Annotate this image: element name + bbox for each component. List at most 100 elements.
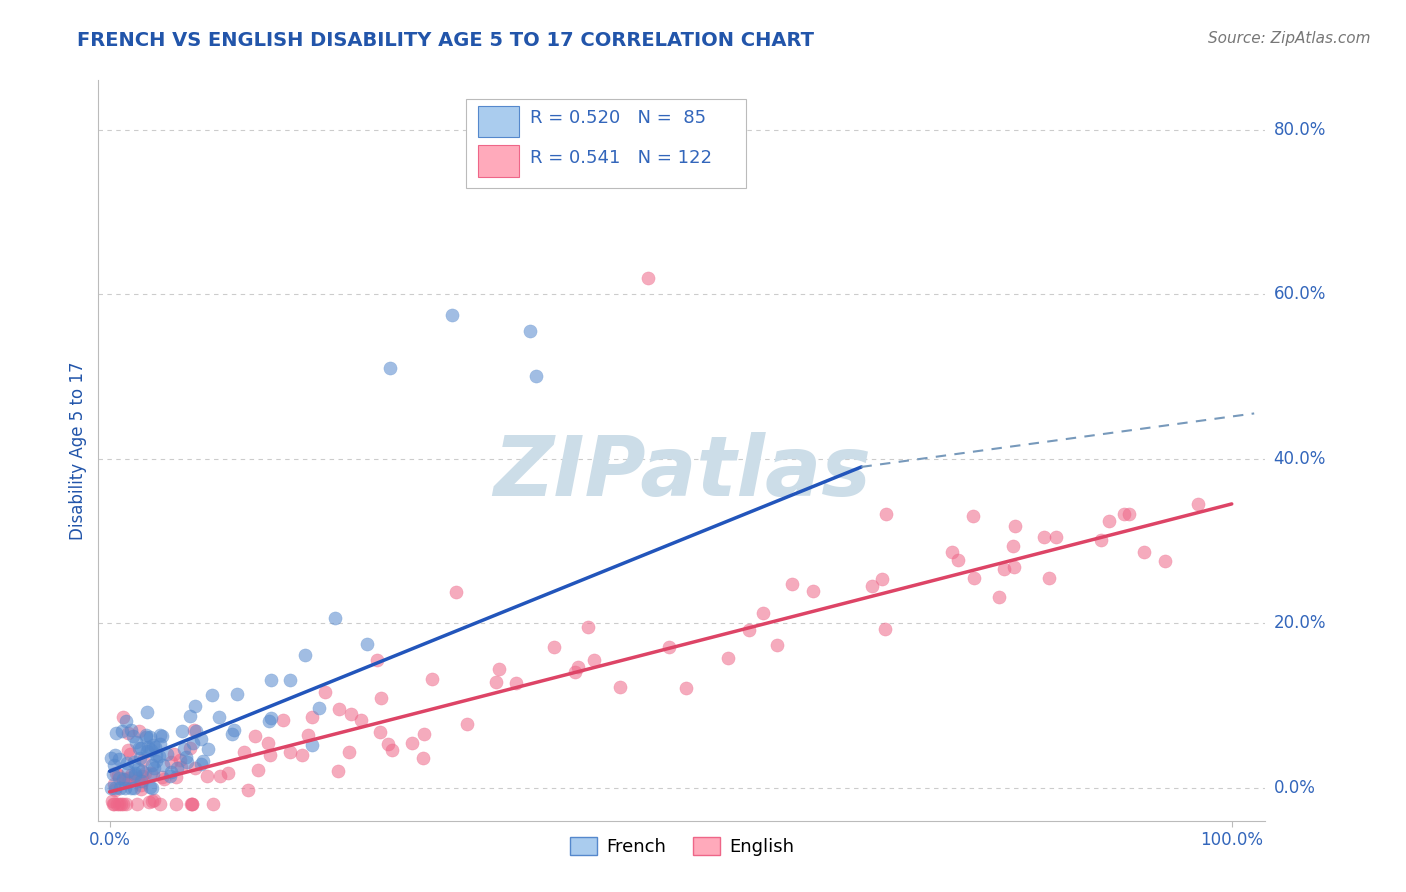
French xyxy=(135,706,157,720)
English xyxy=(138,795,160,809)
Text: 80.0%: 80.0% xyxy=(1274,120,1326,138)
English xyxy=(875,508,897,522)
English xyxy=(801,583,824,598)
English xyxy=(163,747,186,761)
French xyxy=(149,737,172,751)
French xyxy=(112,772,135,786)
English xyxy=(169,760,191,774)
French xyxy=(103,767,125,781)
English xyxy=(271,713,294,727)
English xyxy=(752,606,775,620)
English xyxy=(243,729,266,743)
French xyxy=(160,764,183,779)
English xyxy=(118,772,141,786)
English xyxy=(139,765,162,780)
French xyxy=(111,723,134,738)
English xyxy=(103,776,125,790)
French xyxy=(191,754,214,768)
English xyxy=(181,797,204,812)
English xyxy=(127,771,149,785)
English xyxy=(150,770,173,784)
English xyxy=(765,638,787,652)
English xyxy=(1004,519,1026,533)
French xyxy=(141,757,163,772)
French xyxy=(104,780,127,795)
English xyxy=(368,725,391,739)
English xyxy=(291,748,314,763)
French xyxy=(143,739,166,754)
Text: 20.0%: 20.0% xyxy=(1274,615,1326,632)
French xyxy=(138,740,160,755)
French xyxy=(186,723,208,738)
English xyxy=(180,797,202,812)
English xyxy=(134,765,156,780)
English xyxy=(412,750,434,764)
English xyxy=(117,742,139,756)
English xyxy=(105,797,128,812)
English xyxy=(108,797,131,811)
English xyxy=(993,562,1015,576)
English xyxy=(328,764,350,779)
English xyxy=(129,778,152,792)
English xyxy=(278,745,301,759)
Bar xyxy=(478,145,519,177)
French xyxy=(136,744,159,758)
English xyxy=(675,681,697,695)
FancyBboxPatch shape xyxy=(465,99,747,187)
French xyxy=(308,701,330,715)
French xyxy=(143,761,166,775)
French xyxy=(114,714,136,728)
French xyxy=(524,369,547,384)
English xyxy=(195,769,218,783)
English xyxy=(114,772,136,787)
French xyxy=(105,726,128,740)
French xyxy=(190,731,212,746)
English xyxy=(120,768,142,782)
English xyxy=(1153,554,1175,568)
French xyxy=(301,738,323,752)
English xyxy=(1098,514,1121,528)
French xyxy=(294,648,316,662)
French xyxy=(148,749,170,764)
English xyxy=(128,723,150,738)
English xyxy=(1002,540,1025,554)
English xyxy=(257,736,280,750)
English xyxy=(110,797,132,812)
English xyxy=(112,710,135,724)
English xyxy=(232,745,254,759)
Text: 40.0%: 40.0% xyxy=(1274,450,1326,467)
English xyxy=(401,736,423,750)
English xyxy=(420,672,443,686)
English xyxy=(582,653,605,667)
English xyxy=(169,753,191,767)
English xyxy=(117,726,139,740)
French xyxy=(440,308,463,322)
English xyxy=(301,710,323,724)
English xyxy=(381,743,404,757)
Text: 0.0%: 0.0% xyxy=(1274,779,1316,797)
French xyxy=(142,738,165,752)
English xyxy=(1033,530,1056,544)
English xyxy=(948,553,970,567)
English xyxy=(236,783,259,797)
English xyxy=(112,797,135,812)
English xyxy=(567,659,589,673)
English xyxy=(180,797,202,812)
French xyxy=(323,611,346,625)
French xyxy=(128,741,150,756)
English xyxy=(259,748,281,763)
Text: ZIPatlas: ZIPatlas xyxy=(494,432,870,513)
French xyxy=(104,747,127,762)
English xyxy=(118,747,141,761)
English xyxy=(103,797,125,812)
English xyxy=(107,767,129,781)
English xyxy=(963,571,986,585)
English xyxy=(962,508,984,523)
French xyxy=(121,730,143,744)
English xyxy=(153,772,176,786)
English xyxy=(165,770,187,784)
Text: R = 0.541   N = 122: R = 0.541 N = 122 xyxy=(530,149,713,167)
French xyxy=(114,780,136,795)
English xyxy=(114,773,136,788)
English xyxy=(131,773,153,788)
